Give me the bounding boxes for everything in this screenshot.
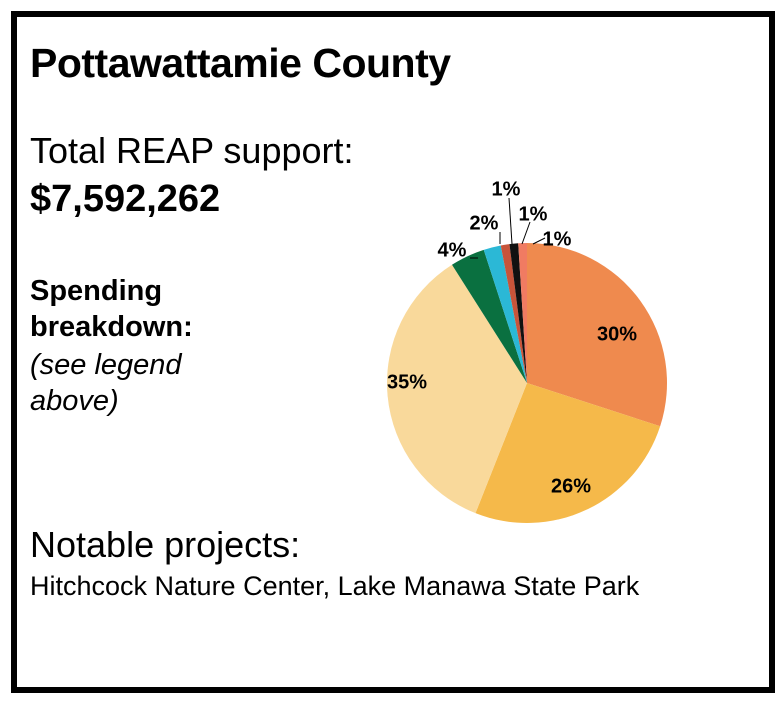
notable-projects-label: Notable projects: [30,524,301,565]
total-support-value: $7,592,262 [30,178,221,220]
spending-breakdown-label: Spending breakdown: [30,275,193,343]
notable-projects-text: Hitchcock Nature Center, Lake Manawa Sta… [30,571,640,601]
page-title: Pottawattamie County [30,40,451,86]
spending-breakdown-note: (see legend above) [30,349,182,417]
total-support-label: Total REAP support: [30,130,354,171]
